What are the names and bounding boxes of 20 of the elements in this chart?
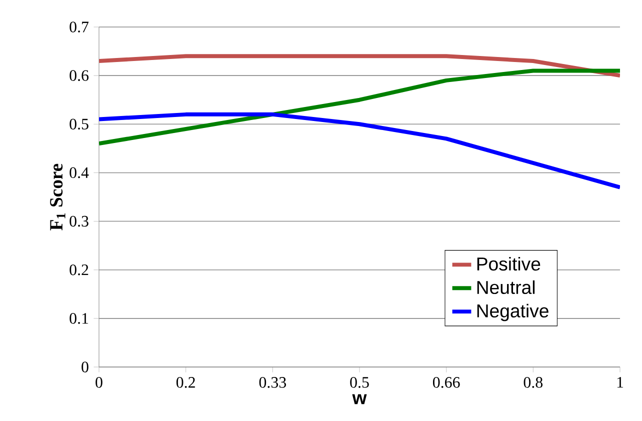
- y-axis-title: F$_{1}$ Score: [50, 164, 66, 230]
- legend-label: Negative: [477, 304, 548, 322]
- x-tick-label: 0.8: [524, 377, 543, 388]
- legend-label: Neutral: [477, 280, 535, 294]
- y-tick-label: 0: [82, 362, 88, 372]
- x-axis-title: w: [352, 394, 367, 404]
- y-tick-label: 0.5: [70, 118, 88, 130]
- x-tick-label: 0.5: [350, 377, 369, 388]
- y-tick-label: 0.3: [70, 216, 88, 227]
- y-tick-label: 0.2: [70, 264, 88, 276]
- y-tick-label: 0.1: [70, 313, 88, 324]
- y-tick-label: 0.6: [70, 70, 89, 81]
- x-tick-label: 1: [617, 377, 624, 388]
- x-tick-label: 0.2: [176, 377, 195, 388]
- y-tick-label: 0.7: [70, 22, 89, 32]
- x-tick-label: 0: [96, 377, 102, 388]
- x-tick-label: 0.33: [259, 377, 286, 388]
- x-tick-label: 0.66: [432, 377, 460, 388]
- legend-label: Positive: [477, 256, 540, 271]
- y-tick-label: 0.4: [70, 167, 89, 178]
